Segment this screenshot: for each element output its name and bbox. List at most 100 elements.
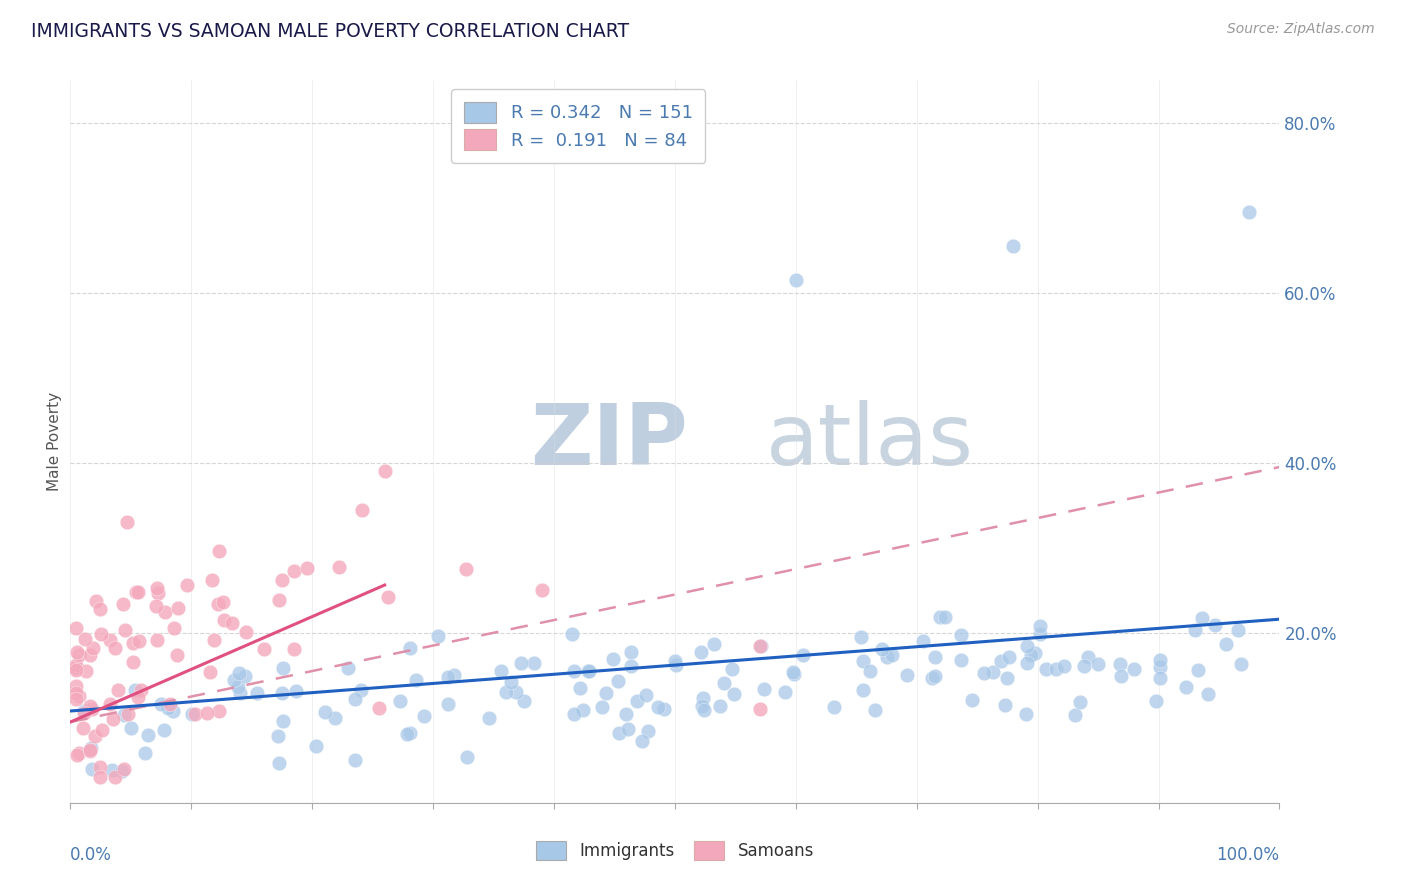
Point [1230, 657, 1253, 671]
Point [352, 503, 374, 517]
Point [125, 584, 148, 599]
Point [398, 640, 420, 655]
Point [749, 640, 772, 654]
Point [80, 740, 103, 755]
Point [211, 595, 233, 609]
Point [569, 681, 592, 696]
Point [664, 654, 686, 668]
Point [1226, 624, 1249, 638]
Point [90, 627, 112, 641]
Point [512, 693, 534, 707]
Point [149, 698, 172, 712]
Point [703, 637, 725, 651]
Point [870, 641, 893, 656]
Point [267, 756, 290, 770]
Point [120, 721, 142, 735]
Point [176, 577, 198, 591]
Point [1149, 653, 1171, 667]
Point [1015, 707, 1038, 722]
Point [1087, 657, 1109, 671]
Point [233, 669, 256, 683]
Point [647, 700, 669, 714]
Point [145, 599, 167, 614]
Point [620, 659, 643, 673]
Point [607, 726, 630, 740]
Point [91, 723, 114, 738]
Point [960, 693, 983, 707]
Point [101, 713, 124, 727]
Point [72, 721, 94, 735]
Point [1146, 694, 1168, 708]
Point [104, 770, 127, 784]
Point [399, 725, 422, 739]
Point [1077, 650, 1099, 665]
Point [124, 682, 146, 697]
Point [269, 593, 291, 607]
Text: 100.0%: 100.0% [1216, 847, 1279, 864]
Point [283, 641, 305, 656]
Point [950, 652, 973, 666]
Point [721, 663, 744, 677]
Point [1069, 695, 1091, 709]
Point [65, 691, 87, 706]
Point [1187, 663, 1209, 677]
Y-axis label: Male Poverty: Male Poverty [46, 392, 62, 491]
Point [773, 685, 796, 699]
Point [863, 702, 886, 716]
Text: Source: ZipAtlas.com: Source: ZipAtlas.com [1227, 22, 1375, 37]
Point [723, 687, 745, 701]
Point [112, 598, 135, 612]
Point [107, 683, 129, 698]
Point [851, 631, 873, 645]
Point [859, 664, 882, 678]
Point [934, 609, 956, 624]
Point [65, 679, 87, 693]
Point [82, 640, 104, 655]
Point [785, 273, 807, 287]
Point [591, 700, 613, 714]
Point [224, 673, 246, 687]
Point [253, 642, 276, 657]
Point [396, 727, 419, 741]
Point [782, 665, 804, 679]
Point [443, 668, 465, 682]
Point [101, 763, 124, 777]
Point [1215, 637, 1237, 651]
Point [201, 573, 224, 587]
Point [228, 666, 250, 681]
Point [1019, 648, 1042, 662]
Point [578, 664, 600, 678]
Point [690, 699, 713, 714]
Point [1073, 659, 1095, 673]
Point [89, 760, 111, 774]
Point [631, 733, 654, 747]
Point [84, 729, 107, 743]
Point [128, 633, 150, 648]
Point [100, 633, 122, 648]
Point [344, 753, 367, 767]
Point [111, 764, 134, 779]
Point [129, 682, 152, 697]
Point [437, 670, 460, 684]
Point [495, 685, 517, 699]
Point [344, 691, 367, 706]
Point [146, 582, 169, 596]
Point [65, 664, 87, 678]
Point [166, 648, 188, 662]
Point [1109, 669, 1132, 683]
Point [690, 645, 713, 659]
Point [65, 661, 87, 675]
Point [1002, 239, 1025, 253]
Point [350, 683, 373, 698]
Point [783, 667, 806, 681]
Point [305, 739, 328, 753]
Point [79, 743, 101, 757]
Point [229, 686, 252, 700]
Point [114, 708, 136, 723]
Point [226, 680, 249, 694]
Point [752, 682, 775, 697]
Point [162, 705, 184, 719]
Point [911, 634, 934, 648]
Point [127, 585, 149, 599]
Point [221, 615, 243, 630]
